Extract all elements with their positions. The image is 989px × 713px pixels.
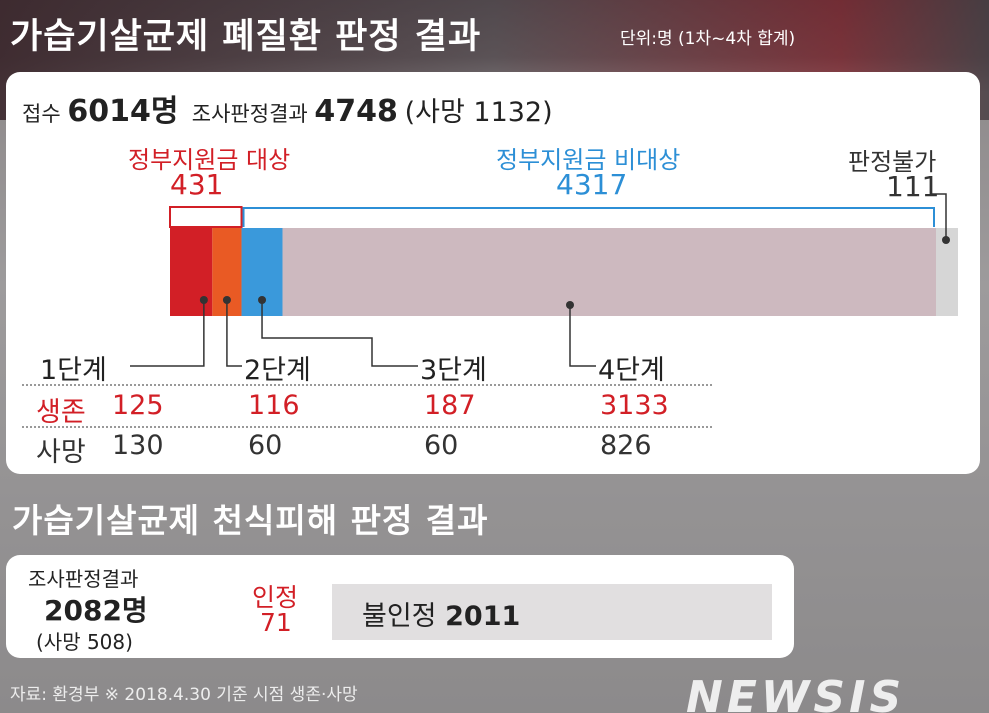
investigated-value: 4748 — [314, 94, 398, 129]
undetermined-value: 111 — [886, 170, 940, 203]
received-value: 6014명 — [67, 94, 179, 129]
summary-line: 접수 6014명 조사판정결과 4748 (사망 1132) — [22, 86, 553, 130]
non-acknowledged-value: 2011 — [445, 601, 521, 632]
stage-2-death: 60 — [248, 430, 283, 461]
asthma-death: (사망 508) — [36, 630, 133, 654]
undetermined-bracket — [930, 193, 947, 238]
leader-line-1 — [130, 300, 205, 367]
death-total: (사망 1132) — [404, 97, 553, 128]
stage-3-label: 3단계 — [420, 355, 487, 386]
acknowledged-label: 인정 — [252, 583, 299, 612]
category-brackets — [169, 193, 950, 244]
received-label: 접수 — [22, 102, 61, 126]
stage-4-death: 826 — [600, 430, 652, 461]
non-acknowledged-bar — [332, 584, 772, 640]
stage-3-death: 60 — [424, 430, 459, 461]
ineligible-bracket — [242, 207, 935, 227]
ineligible-value: 4317 — [556, 168, 628, 201]
undetermined-dot — [942, 236, 950, 244]
bar-segment-4 — [282, 228, 936, 316]
row-divider — [22, 384, 712, 386]
unit-note: 단위:명 (1차~4차 합계) — [620, 29, 796, 49]
stage-2-label: 2단계 — [244, 355, 311, 386]
stage-1-alive: 125 — [112, 390, 164, 421]
acknowledged-value: 71 — [260, 608, 292, 637]
stacked-bar — [170, 228, 958, 316]
source-note: 자료: 환경부 ※ 2018.4.30 기준 시점 생존·사망 — [10, 685, 358, 705]
non-acknowledged-label: 불인정 — [362, 601, 437, 632]
leader-dot-4 — [566, 301, 574, 309]
leader-lines — [130, 296, 596, 367]
leader-dot-3 — [258, 296, 267, 304]
investigated-label: 조사판정결과 — [191, 102, 308, 126]
leader-line-4 — [569, 305, 596, 367]
non-acknowledged-text: 불인정 2011 — [362, 594, 520, 633]
page-title: 가습기살균제 폐질환 판정 결과 — [10, 17, 482, 57]
row-divider — [22, 426, 712, 428]
stage-4-label: 4단계 — [598, 355, 665, 386]
stage-3-alive: 187 — [424, 390, 476, 421]
stage-4-alive: 3133 — [600, 390, 669, 421]
undetermined-label: 판정불가 — [848, 148, 937, 176]
asthma-investigated-label: 조사판정결과 — [28, 567, 139, 591]
asthma-total: 2082명 — [44, 594, 148, 627]
stage-2-alive: 116 — [248, 390, 300, 421]
newsis-logo: NEWSIS — [686, 672, 906, 713]
stage-1-death: 130 — [112, 430, 164, 461]
eligible-label: 정부지원금 대상 — [128, 146, 291, 174]
leader-line-2 — [226, 300, 242, 367]
leader-dot-2 — [222, 296, 231, 304]
eligible-bracket — [169, 206, 243, 228]
alive-label: 생존 — [36, 397, 86, 428]
eligible-value: 431 — [170, 168, 224, 201]
leader-dot-1 — [199, 296, 208, 304]
stage-1-label: 1단계 — [40, 355, 107, 386]
asthma-title: 가습기살균제 천식피해 판정 결과 — [12, 501, 489, 540]
bar-segment-5 — [936, 228, 958, 316]
leader-line-3 — [261, 300, 418, 367]
death-label: 사망 — [36, 437, 86, 468]
ineligible-label: 정부지원금 비대상 — [496, 146, 681, 174]
